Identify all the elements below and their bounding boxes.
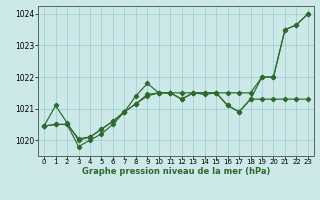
X-axis label: Graphe pression niveau de la mer (hPa): Graphe pression niveau de la mer (hPa) — [82, 167, 270, 176]
